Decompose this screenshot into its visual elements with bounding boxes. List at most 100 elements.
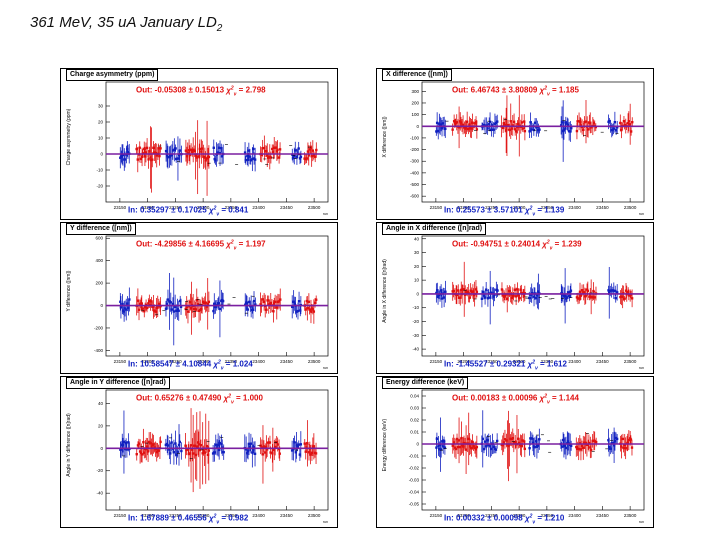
out-point	[148, 150, 151, 153]
out-point	[191, 452, 195, 455]
out-point	[309, 146, 312, 149]
y-tick-label: 30	[98, 104, 104, 109]
out-point	[623, 297, 626, 300]
out-point	[151, 443, 154, 447]
in-fit-result: In: 0.25573 ± 3.57101 χ2ν = 1.139	[444, 205, 565, 218]
out-point	[205, 157, 209, 160]
out-point	[148, 300, 151, 303]
in-point	[490, 128, 493, 131]
out-point	[453, 446, 457, 449]
in-point	[248, 445, 252, 449]
out-point	[155, 154, 158, 157]
in-point	[254, 303, 257, 306]
out-point	[303, 442, 306, 445]
out-point	[207, 449, 211, 452]
out-point	[275, 441, 278, 444]
in-point	[168, 300, 171, 303]
out-point	[194, 154, 197, 157]
out-point	[586, 128, 590, 131]
y-tick-label: -10	[96, 168, 103, 173]
in-point	[217, 448, 221, 452]
out-point	[139, 157, 143, 161]
out-point	[623, 443, 626, 447]
out-point	[207, 300, 211, 304]
plot-frame	[105, 235, 329, 357]
out-point	[193, 149, 196, 153]
out-point	[154, 448, 157, 451]
out-point	[579, 448, 583, 451]
out-point	[584, 120, 588, 123]
x-tick-label: 23200	[141, 205, 154, 210]
out-point	[584, 441, 587, 445]
out-point	[261, 298, 264, 301]
out-point	[195, 445, 198, 448]
in-point	[492, 445, 495, 449]
out-point	[204, 159, 207, 162]
out-point	[589, 448, 593, 452]
out-point	[268, 303, 271, 306]
chart-panel: 40 30 20 10 0 -10 -20 -30 -40 23150 23200 23250 2330…	[376, 222, 654, 374]
out-point	[135, 453, 138, 456]
y-tick-label: 0.02	[410, 418, 419, 423]
in-point	[607, 439, 610, 442]
out-point	[152, 305, 155, 309]
in-point	[179, 299, 182, 303]
out-point	[459, 120, 462, 123]
out-point	[630, 297, 634, 300]
out-point	[503, 438, 507, 441]
in-point	[171, 149, 175, 152]
out-point	[150, 300, 153, 303]
out-point	[312, 154, 316, 157]
in-point	[442, 296, 446, 299]
in-point	[532, 295, 536, 298]
in-point	[490, 124, 494, 127]
in-point	[213, 302, 216, 305]
out-point	[456, 445, 460, 449]
in-point	[291, 305, 294, 308]
in-point	[291, 156, 295, 160]
x-tick-label: 23250	[485, 513, 498, 518]
out-point	[187, 448, 190, 451]
out-point	[310, 451, 314, 454]
in-point	[165, 154, 169, 157]
in-point	[444, 290, 447, 293]
out-point	[506, 297, 509, 300]
out-point	[578, 290, 582, 294]
in-point	[213, 451, 216, 454]
out-fit-result: Out: -0.94751 ± 0.24014 χ2ν = 1.239	[452, 239, 582, 252]
in-point	[486, 297, 490, 300]
out-point	[627, 120, 631, 123]
y-tick-label: 20	[98, 423, 104, 428]
in-point	[538, 128, 541, 131]
y-tick-label: -0.03	[409, 478, 420, 483]
y-tick-label: 0	[100, 446, 103, 451]
in-point	[220, 155, 224, 158]
in-point	[435, 130, 438, 133]
in-point	[536, 444, 540, 447]
x-tick-label: 23300	[513, 205, 526, 210]
y-tick-label: -200	[410, 147, 420, 152]
x-tick-label: 23150	[430, 205, 443, 210]
y-tick-label: -100	[410, 135, 420, 140]
x-tick-label: 23150	[430, 513, 443, 518]
in-point	[252, 147, 255, 151]
out-point	[455, 293, 459, 297]
in-point	[615, 291, 619, 294]
in-point	[220, 146, 223, 150]
in-point	[172, 310, 175, 313]
in-point	[442, 439, 446, 443]
out-point	[272, 310, 275, 313]
in-point	[493, 293, 496, 296]
out-point	[157, 147, 160, 150]
in-point	[297, 147, 300, 150]
out-point	[264, 451, 267, 454]
in-point	[607, 289, 610, 292]
out-point	[315, 148, 318, 152]
in-point	[247, 442, 251, 446]
out-point	[582, 128, 585, 132]
in-point	[247, 149, 251, 152]
out-point	[268, 441, 272, 444]
out-fit-result: Out: 6.46743 ± 3.80809 χ2ν = 1.185	[452, 85, 579, 98]
out-point	[523, 447, 526, 451]
out-point	[457, 439, 461, 442]
